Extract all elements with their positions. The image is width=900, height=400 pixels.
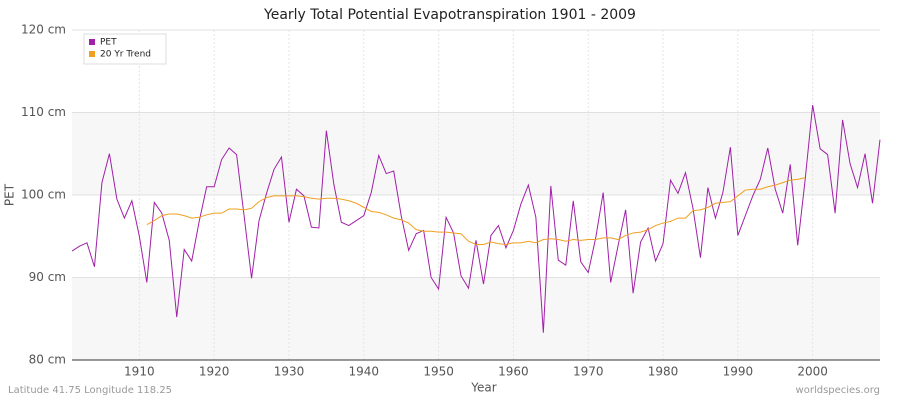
legend-label: 20 Yr Trend bbox=[100, 50, 151, 60]
x-tick-label: 1920 bbox=[199, 365, 230, 379]
x-tick-label: 1910 bbox=[124, 365, 155, 379]
y-tick-label: 110 cm bbox=[21, 105, 66, 119]
x-axis-label: Year bbox=[470, 381, 496, 395]
legend-label: PET bbox=[100, 38, 117, 48]
x-tick-label: 1940 bbox=[349, 365, 380, 379]
x-tick-label: 1950 bbox=[423, 365, 454, 379]
x-tick-label: 2000 bbox=[797, 365, 828, 379]
x-tick-label: 1930 bbox=[274, 365, 305, 379]
footer-right: worldspecies.org bbox=[796, 385, 880, 396]
plot-band bbox=[72, 195, 880, 278]
y-tick-label: 120 cm bbox=[21, 23, 66, 37]
x-tick-label: 1970 bbox=[573, 365, 604, 379]
x-tick-label: 1980 bbox=[648, 365, 679, 379]
chart-title: Yearly Total Potential Evapotranspiratio… bbox=[263, 7, 636, 23]
legend-box bbox=[83, 33, 167, 65]
series-line bbox=[71, 104, 881, 333]
series-line bbox=[146, 177, 806, 246]
y-tick-label: 100 cm bbox=[21, 188, 66, 202]
x-tick-label: 1990 bbox=[723, 365, 754, 379]
footer-left: Latitude 41.75 Longitude 118.25 bbox=[8, 385, 172, 396]
x-tick-label: 1960 bbox=[498, 365, 529, 379]
plot-band bbox=[72, 30, 880, 113]
legend-swatch bbox=[89, 51, 95, 57]
y-tick-label: 80 cm bbox=[29, 353, 66, 367]
y-axis-label: PET bbox=[3, 183, 17, 206]
y-tick-label: 90 cm bbox=[29, 270, 66, 284]
legend-swatch bbox=[89, 39, 95, 45]
